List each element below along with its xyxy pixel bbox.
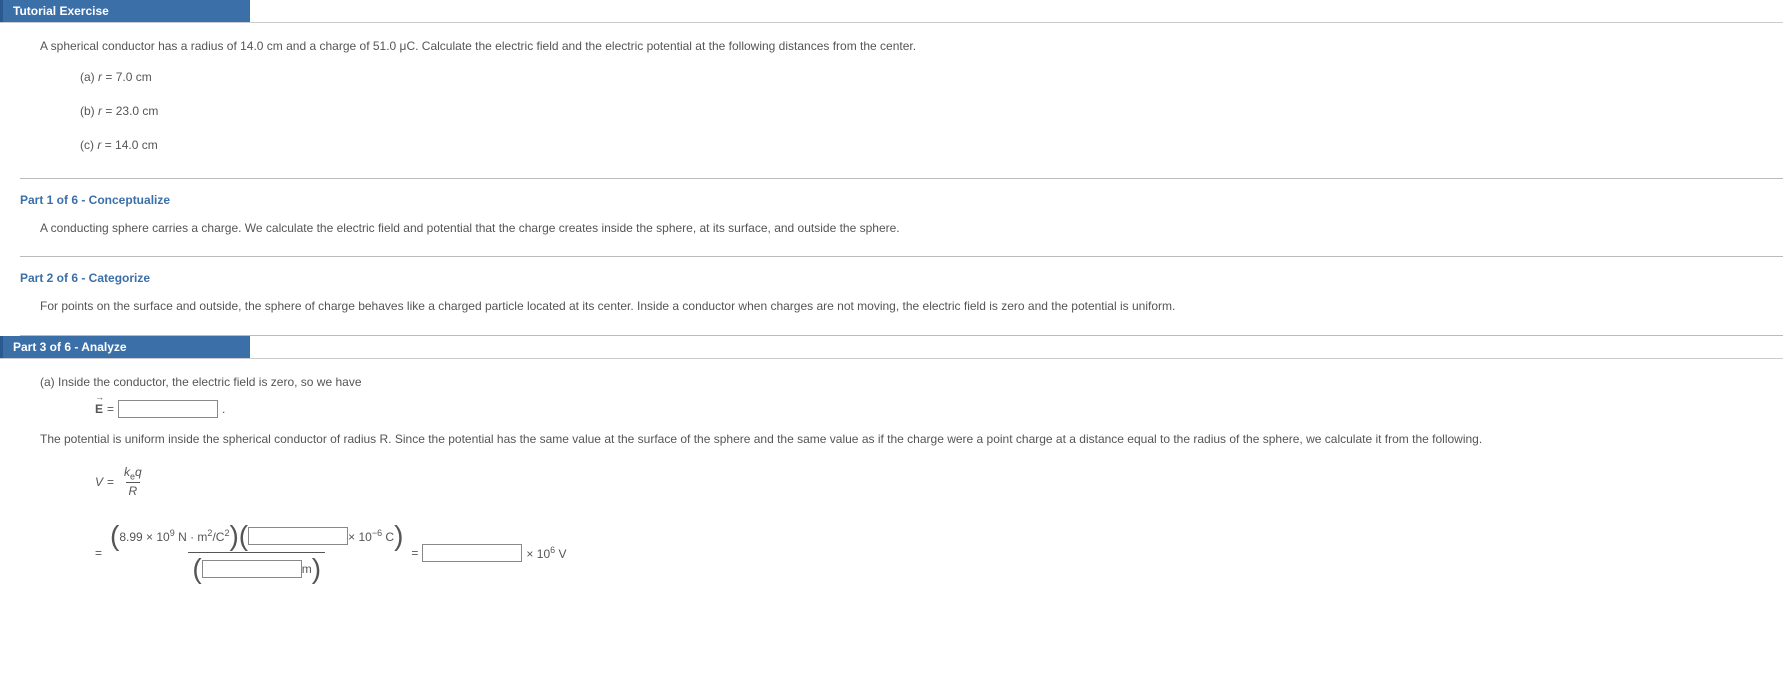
radius-input[interactable] [202, 560, 302, 578]
r-symbol: R [126, 482, 141, 498]
part2-text: For points on the surface and outside, t… [0, 289, 1783, 328]
times-10-result: × 10 [526, 547, 550, 561]
efield-equation: E = . [0, 396, 1783, 422]
calc-denominator: ( m ) [188, 552, 325, 585]
charge-input[interactable] [248, 527, 348, 545]
lparen-1: ( [110, 522, 119, 550]
lparen-2: ( [239, 522, 248, 550]
part3-line2: The potential is uniform inside the sphe… [0, 422, 1783, 461]
page-root: Tutorial Exercise A spherical conductor … [0, 0, 1783, 605]
equals-sign-2: = [107, 475, 114, 489]
part3-line1: (a) Inside the conductor, the electric f… [0, 359, 1783, 396]
part1-text: A conducting sphere carries a charge. We… [0, 211, 1783, 250]
tutorial-header-row: Tutorial Exercise [0, 0, 1783, 23]
equals-sign-3: = [95, 546, 102, 560]
calculation-fraction: ( 8.99 × 109 N · m2/C2 )( × 10−6 C ) ( m… [106, 520, 407, 585]
e-vector-symbol: E [95, 402, 103, 416]
part3-header: Part 3 of 6 - Analyze [0, 336, 250, 358]
rparen-3: ) [312, 555, 321, 583]
q-symbol: q [135, 465, 142, 479]
coulomb-constant: 8.99 × 109 N · m2/C2 [119, 528, 229, 544]
efield-input[interactable] [118, 400, 218, 418]
part-c-eq: = [105, 138, 112, 152]
part1-header: Part 1 of 6 - Conceptualize [0, 185, 1783, 211]
radius-unit: m [302, 562, 312, 576]
part-a-label: (a) [80, 70, 95, 84]
keq-over-r-fraction: keq R [121, 465, 145, 498]
problem-part-a: (a) r = 7.0 cm [0, 64, 1783, 90]
v-formula-row: V = keq R [0, 461, 1783, 502]
part-b-eq: = [105, 104, 112, 118]
part-c-var: r [97, 138, 101, 152]
part2-header: Part 2 of 6 - Categorize [0, 263, 1783, 289]
charge-unit: C [382, 530, 394, 544]
part-a-eq: = [105, 70, 112, 84]
rparen-2: ) [394, 522, 403, 550]
charge-exp-wrap: × 10−6 C [348, 528, 394, 544]
unit-div-c: /C [212, 530, 224, 544]
part-c-label: (c) [80, 138, 94, 152]
divider-1 [20, 178, 1783, 179]
part-c-value: 14.0 cm [115, 138, 158, 152]
part-b-label: (b) [80, 104, 95, 118]
part-a-value: 7.0 cm [116, 70, 152, 84]
problem-statement: A spherical conductor has a radius of 14… [0, 23, 1783, 64]
v-symbol: V [95, 475, 103, 489]
divider-2 [20, 256, 1783, 257]
part-a-var: r [98, 70, 102, 84]
lparen-3: ( [192, 555, 201, 583]
period-1: . [222, 402, 225, 416]
calc-numerator: ( 8.99 × 109 N · m2/C2 )( × 10−6 C ) [106, 520, 407, 552]
times-10-charge: × 10 [348, 530, 372, 544]
equals-sign-4: = [411, 546, 418, 560]
result-input[interactable] [422, 544, 522, 562]
result-exp-wrap: × 106 V [526, 545, 566, 561]
problem-part-b: (b) r = 23.0 cm [0, 90, 1783, 124]
v-calculation-row: = ( 8.99 × 109 N · m2/C2 )( × 10−6 C ) (… [0, 502, 1783, 605]
charge-exp: −6 [372, 528, 382, 538]
unit-nm: N · m [175, 530, 208, 544]
part-b-var: r [98, 104, 102, 118]
rparen-1: ) [229, 522, 238, 550]
part3-header-row: Part 3 of 6 - Analyze [0, 336, 1783, 359]
equals-sign-1: = [107, 402, 114, 416]
coeff-text: 8.99 × 10 [119, 530, 169, 544]
problem-part-c: (c) r = 14.0 cm [0, 124, 1783, 172]
result-unit: V [555, 547, 566, 561]
part-b-value: 23.0 cm [116, 104, 159, 118]
tutorial-header: Tutorial Exercise [0, 0, 250, 22]
